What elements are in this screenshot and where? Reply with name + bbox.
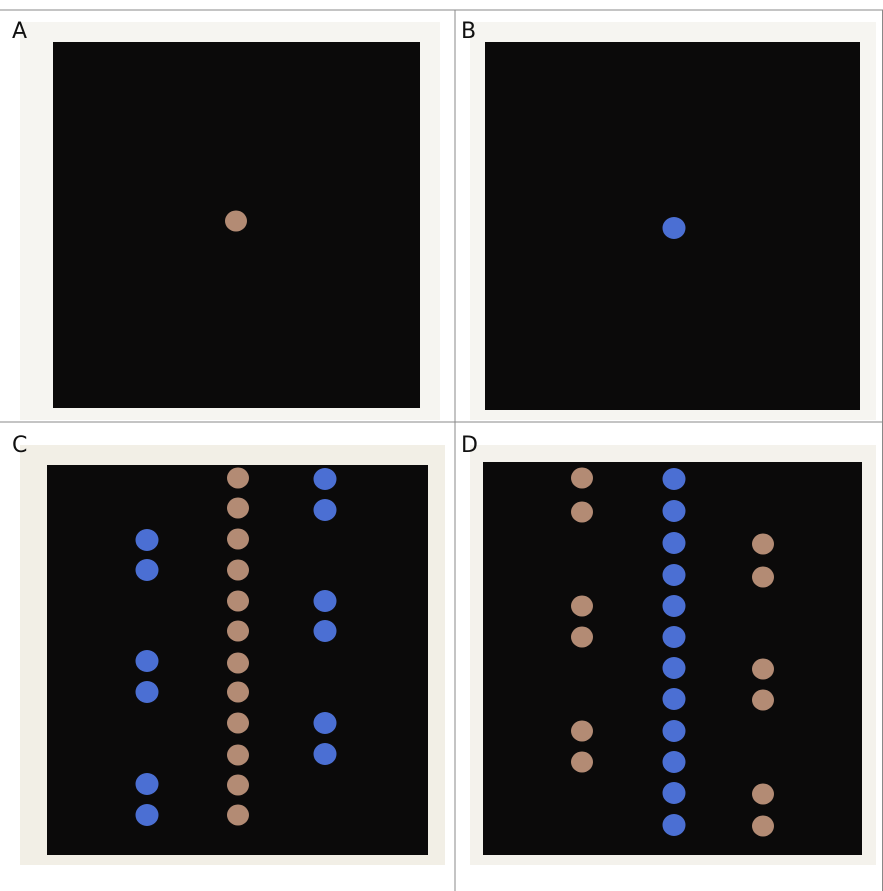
blue-dot [136, 559, 159, 581]
tan-dot [571, 502, 593, 523]
blue-dot [314, 590, 337, 612]
blue-dot [314, 620, 337, 642]
blue-dot [663, 564, 686, 586]
tan-dot [227, 529, 249, 550]
tan-dot [227, 745, 249, 766]
tan-dot [752, 816, 774, 837]
blue-dot [136, 681, 159, 703]
panel-label: A [12, 19, 27, 44]
blue-dot [663, 595, 686, 617]
tan-dot [571, 596, 593, 617]
tan-dot [227, 682, 249, 703]
tan-dot [227, 498, 249, 519]
tan-dot [227, 560, 249, 581]
tan-dot [571, 721, 593, 742]
tan-dot [225, 211, 247, 232]
blue-dot [663, 782, 686, 804]
blue-dot [136, 773, 159, 795]
tan-dot [227, 653, 249, 674]
blue-dot [663, 532, 686, 554]
tan-dot [227, 591, 249, 612]
blue-dot [663, 626, 686, 648]
panel-label: C [12, 433, 27, 458]
tan-dot [227, 713, 249, 734]
blue-dot [314, 499, 337, 521]
tan-dot [752, 659, 774, 680]
tan-dot [571, 627, 593, 648]
blue-dot [314, 468, 337, 490]
tan-dot [227, 468, 249, 489]
panel-label: D [461, 433, 478, 458]
blue-dot [663, 217, 686, 239]
blue-dot [663, 688, 686, 710]
tan-dot [227, 775, 249, 796]
panel-label: B [461, 19, 476, 44]
blue-dot [663, 468, 686, 490]
tan-dot [227, 805, 249, 826]
tan-dot [752, 534, 774, 555]
tan-dot [752, 784, 774, 805]
blue-dot [314, 712, 337, 734]
blue-dot [663, 720, 686, 742]
tan-dot [752, 690, 774, 711]
tan-dot [752, 567, 774, 588]
blue-dot [136, 804, 159, 826]
blue-dot [663, 751, 686, 773]
tan-dot [227, 621, 249, 642]
blue-dot [663, 657, 686, 679]
blue-dot [136, 529, 159, 551]
blue-dot [663, 814, 686, 836]
tan-dot [571, 752, 593, 773]
blue-dot [136, 650, 159, 672]
tan-dot [571, 468, 593, 489]
blue-dot [663, 500, 686, 522]
blue-dot [314, 743, 337, 765]
figure: A B C D [0, 0, 883, 891]
